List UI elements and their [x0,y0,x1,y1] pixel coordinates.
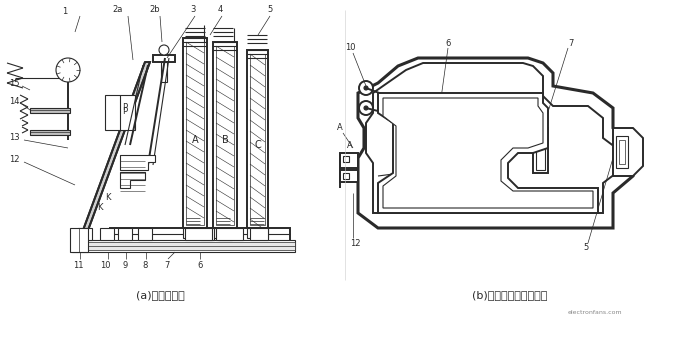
Circle shape [364,86,368,90]
Polygon shape [70,228,88,252]
Text: 1: 1 [62,7,68,17]
Polygon shape [247,228,268,238]
Polygon shape [78,228,92,240]
Bar [340,153,358,168]
Polygon shape [100,228,114,240]
Bar [428,120,443,172]
Polygon shape [75,62,150,252]
Circle shape [364,106,368,110]
Polygon shape [110,228,290,252]
Text: 14: 14 [9,98,19,106]
Bar [343,156,349,162]
Text: P: P [122,103,127,113]
Polygon shape [247,50,268,228]
Text: P: P [122,107,127,117]
Text: 8: 8 [143,260,147,270]
Bar [533,128,548,173]
Circle shape [159,45,169,55]
Polygon shape [378,93,598,213]
Text: 7: 7 [568,39,574,47]
Polygon shape [118,228,132,240]
Bar [619,140,625,164]
Text: K: K [105,194,111,202]
Polygon shape [383,98,593,208]
Polygon shape [250,228,268,240]
Bar [616,136,628,168]
Text: 6: 6 [197,260,203,270]
Text: electronfans.com: electronfans.com [567,310,622,315]
Text: (b)差动式断相保护意图: (b)差动式断相保护意图 [473,290,547,300]
Polygon shape [30,130,70,135]
Text: 5: 5 [267,5,273,15]
Text: (a)结构示意图: (a)结构示意图 [136,290,184,300]
Text: 15: 15 [9,80,19,88]
Polygon shape [120,155,155,170]
Polygon shape [613,128,643,176]
Text: 2a: 2a [113,5,123,15]
Text: C: C [255,140,262,150]
Text: 13: 13 [9,134,19,142]
Polygon shape [216,46,234,225]
Text: 5: 5 [583,243,589,253]
Polygon shape [213,228,237,238]
Polygon shape [72,240,295,252]
Polygon shape [30,108,70,113]
Text: 10: 10 [100,260,110,270]
Text: A: A [347,141,353,151]
Text: 11: 11 [73,260,83,270]
Polygon shape [183,38,207,228]
Polygon shape [366,63,623,213]
Polygon shape [161,62,167,82]
Polygon shape [358,58,633,228]
Circle shape [359,81,373,95]
Polygon shape [138,228,152,240]
Polygon shape [186,42,204,225]
Text: 2b: 2b [149,5,161,15]
Bar [536,131,545,170]
Circle shape [56,58,80,82]
Text: K: K [98,203,102,213]
Text: 7: 7 [164,260,170,270]
Polygon shape [153,55,175,62]
Text: A: A [337,123,343,133]
Polygon shape [250,54,265,225]
Text: 4: 4 [217,5,223,15]
Polygon shape [183,228,207,238]
Text: 6: 6 [446,39,450,47]
Text: A: A [192,135,199,145]
Text: 10: 10 [345,43,355,53]
Bar [343,173,349,179]
Circle shape [359,101,373,115]
Polygon shape [120,172,145,188]
Polygon shape [105,95,135,130]
Polygon shape [200,228,214,240]
Text: 9: 9 [122,260,127,270]
Text: B: B [221,135,228,145]
Text: 12: 12 [349,239,361,247]
Bar [431,123,440,169]
Text: 3: 3 [190,5,196,15]
Polygon shape [185,228,212,240]
Polygon shape [213,42,237,228]
Polygon shape [216,228,243,240]
Text: 12: 12 [9,156,19,164]
Polygon shape [218,228,232,240]
Polygon shape [72,242,295,250]
Bar [340,170,358,182]
